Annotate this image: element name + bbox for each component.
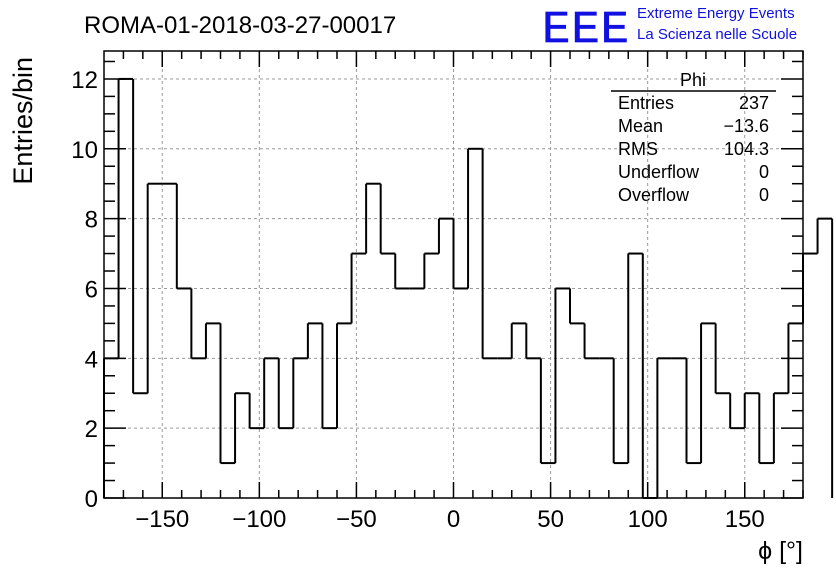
y-axis-title: Entries/bin [8, 57, 38, 185]
y-tick-label: 12 [71, 67, 98, 94]
y-tick-label: 8 [85, 207, 98, 234]
x-tick-label: 150 [725, 506, 765, 533]
stats-box: Phi Entries 237 Mean −13.6 RMS 104.3 Underflow… [611, 70, 776, 205]
grid-lines [104, 51, 803, 498]
x-tick-label: 100 [628, 506, 668, 533]
y-tick-labels: 0 2 4 6 8 10 12 [71, 67, 98, 513]
stats-row-label: Mean [618, 116, 663, 136]
y-tick-label: 4 [85, 346, 98, 373]
stats-row-label: Underflow [618, 162, 700, 182]
stats-row-value: 0 [759, 185, 769, 205]
stats-row-value: 0 [759, 162, 769, 182]
x-tick-label: −50 [336, 506, 377, 533]
x-tick-label: −150 [135, 506, 189, 533]
x-tick-label: 0 [447, 506, 460, 533]
y-tick-label: 0 [85, 486, 98, 513]
y-tick-label: 10 [71, 137, 98, 164]
stats-title: Phi [680, 70, 706, 90]
stats-row-value: 104.3 [724, 139, 769, 159]
stats-row-label: RMS [618, 139, 658, 159]
eee-logo: EEE [542, 1, 630, 53]
stats-row-value: 237 [739, 93, 769, 113]
logo-line-2: La Scienza nelle Scuole [637, 26, 797, 43]
logo-line-1: Extreme Energy Events [637, 5, 795, 22]
run-title: ROMA-01-2018-03-27-00017 [84, 12, 396, 39]
stats-row-label: Entries [618, 93, 674, 113]
x-tick-label: −100 [232, 506, 286, 533]
x-axis-title: ϕ [°] [758, 537, 803, 565]
y-tick-label: 2 [85, 416, 98, 443]
axis-ticks [104, 51, 804, 499]
stats-row-label: Overflow [618, 185, 690, 205]
x-tick-label: 50 [537, 506, 564, 533]
y-tick-label: 6 [85, 276, 98, 303]
stats-row-value: −13.6 [723, 116, 769, 136]
x-tick-labels: −150 −100 −50 0 50 100 150 [135, 506, 765, 533]
